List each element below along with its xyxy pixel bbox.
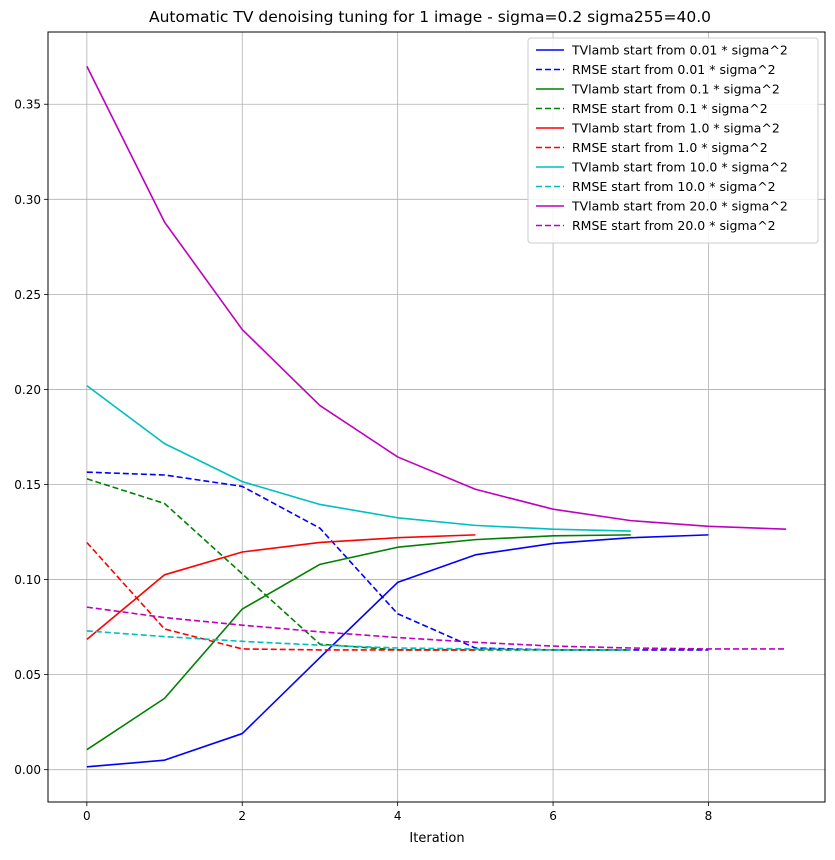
x-tick-label: 2 <box>238 809 246 823</box>
chart-title: Automatic TV denoising tuning for 1 imag… <box>149 8 711 26</box>
legend-label: RMSE start from 1.0 * sigma^2 <box>572 140 768 155</box>
y-tick-label: 0.25 <box>14 288 41 302</box>
y-tick-label: 0.05 <box>14 668 41 682</box>
series-line-1 <box>86 471 709 651</box>
series-line-3 <box>86 478 631 651</box>
legend-label: TVlamb start from 0.1 * sigma^2 <box>571 82 780 97</box>
series-line-9 <box>86 606 787 650</box>
y-tick-label: 0.10 <box>14 573 41 587</box>
series-line-2 <box>86 534 631 751</box>
series-line-7 <box>86 630 631 651</box>
y-tick-label: 0.20 <box>14 383 41 397</box>
x-tick-label: 0 <box>83 809 91 823</box>
legend-label: TVlamb start from 20.0 * sigma^2 <box>571 199 788 214</box>
x-axis-ticks: 0 2 4 6 8 <box>83 802 712 823</box>
y-axis-ticks: 0.00 0.05 0.10 0.15 0.20 0.25 0.30 0.35 <box>14 98 48 777</box>
legend-label: RMSE start from 10.0 * sigma^2 <box>572 179 776 194</box>
x-tick-label: 6 <box>549 809 557 823</box>
series-line-6 <box>86 384 631 532</box>
legend-label: TVlamb start from 10.0 * sigma^2 <box>571 160 788 175</box>
y-tick-label: 0.35 <box>14 98 41 112</box>
series-line-0 <box>86 534 709 768</box>
x-axis-label: Iteration <box>409 831 464 846</box>
x-tick-label: 4 <box>394 809 402 823</box>
series-line-5 <box>86 541 476 651</box>
series-line-8 <box>86 65 787 530</box>
legend: TVlamb start from 0.01 * sigma^2 RMSE sta… <box>527 37 819 244</box>
legend-label: TVlamb start from 0.01 * sigma^2 <box>571 43 788 58</box>
y-tick-label: 0.30 <box>14 193 41 207</box>
y-tick-label: 0.15 <box>14 478 41 492</box>
data-series <box>86 65 787 768</box>
x-tick-label: 8 <box>705 809 713 823</box>
legend-label: RMSE start from 20.0 * sigma^2 <box>572 218 776 233</box>
plot-area-frame <box>47 31 826 803</box>
series-line-4 <box>86 534 476 641</box>
legend-label: RMSE start from 0.01 * sigma^2 <box>572 62 776 77</box>
legend-label: TVlamb start from 1.0 * sigma^2 <box>571 121 780 136</box>
y-tick-label: 0.00 <box>14 763 41 777</box>
legend-label: RMSE start from 0.1 * sigma^2 <box>572 101 768 116</box>
legend-box <box>527 37 819 244</box>
